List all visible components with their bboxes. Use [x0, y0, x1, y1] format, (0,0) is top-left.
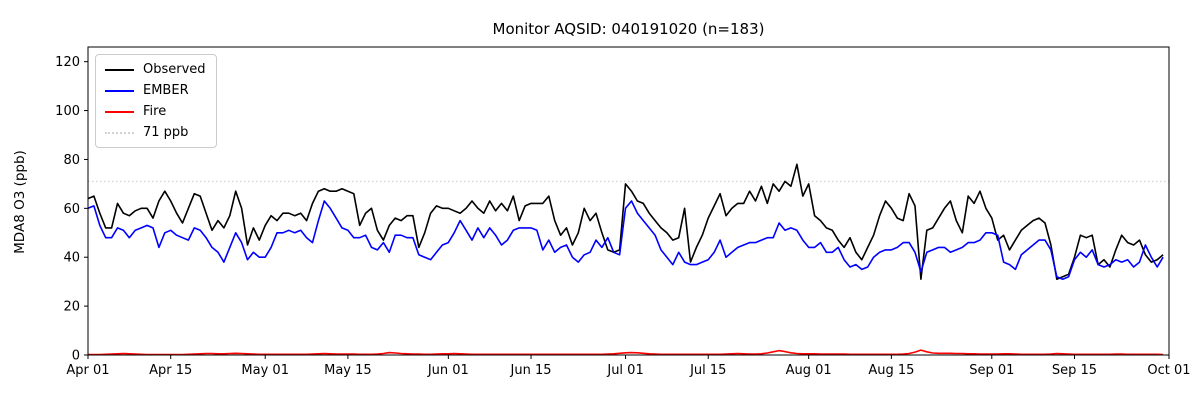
legend-label: 71 ppb [143, 125, 189, 140]
y-axis-label: MDA8 O3 (ppb) [12, 150, 28, 254]
x-tick-label: May 15 [324, 363, 372, 378]
legend-item-71-ppb: 71 ppb [105, 125, 206, 140]
x-tick-label: Jun 01 [427, 363, 469, 378]
x-tick-label: Aug 15 [868, 363, 914, 378]
x-tick-label: Jul 01 [606, 363, 643, 378]
x-tick-label: Sep 15 [1052, 363, 1097, 378]
legend-swatch-dotted-line [105, 131, 134, 134]
series-ember-line [88, 200, 1164, 281]
x-tick-label: May 01 [241, 363, 289, 378]
x-tick-label: Aug 01 [786, 363, 832, 378]
y-tick-label: 20 [63, 300, 80, 315]
series-fire-line [88, 349, 1164, 355]
legend-item-fire: Fire [105, 104, 206, 119]
chart-title: Monitor AQSID: 040191020 (n=183) [492, 20, 765, 38]
legend: Observed EMBER Fire 71 ppb [95, 54, 217, 148]
legend-item-ember: EMBER [105, 83, 206, 98]
legend-label: Fire [143, 104, 167, 119]
x-tick-label: Apr 01 [66, 363, 109, 378]
y-tick-label: 40 [63, 251, 80, 266]
y-tick-label: 80 [63, 153, 80, 168]
y-tick-label: 120 [55, 55, 80, 70]
legend-label: Observed [143, 62, 206, 77]
x-tick-label: Jul 15 [689, 363, 726, 378]
x-tick-label: Oct 01 [1147, 363, 1190, 378]
y-tick-label: 60 [63, 202, 80, 217]
x-tick-label: Sep 01 [969, 363, 1014, 378]
y-tick-label: 100 [55, 104, 80, 119]
legend-swatch-line [105, 89, 134, 92]
legend-label: EMBER [143, 83, 189, 98]
plot-frame [87, 46, 1170, 356]
x-tick-label: Jun 15 [510, 363, 552, 378]
x-tick-label: Apr 15 [149, 363, 192, 378]
y-tick-label: 0 [72, 349, 80, 364]
legend-item-observed: Observed [105, 62, 206, 77]
legend-swatch-line [105, 110, 134, 113]
series-observed-line [88, 163, 1164, 281]
legend-swatch-line [105, 68, 134, 71]
